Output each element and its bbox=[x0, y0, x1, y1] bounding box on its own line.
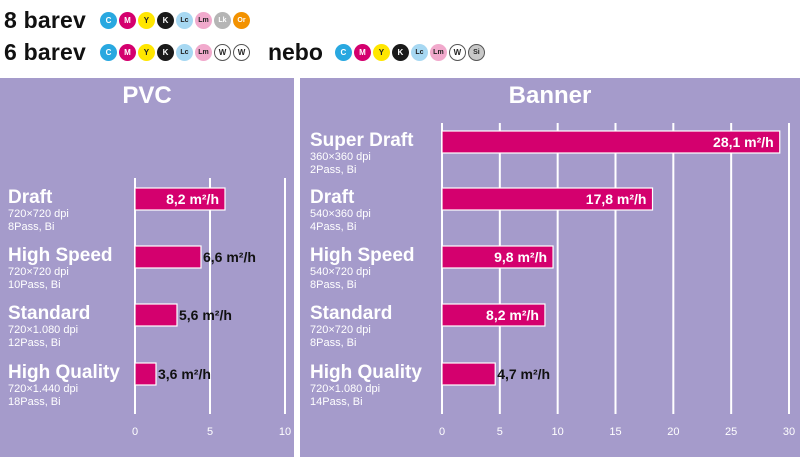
bar bbox=[441, 362, 496, 386]
mode-resolution: 360×360 dpi bbox=[310, 151, 371, 163]
x-tick-label: 5 bbox=[497, 426, 503, 438]
mode-resolution: 720×1.440 dpi bbox=[8, 383, 78, 395]
ink-dot-k: K bbox=[156, 43, 174, 61]
bar-value-label: 8,2 m²/h bbox=[166, 191, 219, 207]
x-tick-label: 15 bbox=[609, 426, 621, 438]
mode-name: Standard bbox=[310, 303, 392, 324]
mode-name: High Quality bbox=[310, 362, 422, 383]
ink-dot-w: W bbox=[232, 43, 250, 61]
ink-config-6: 6 barev C M Y K Lc Lm W W nebo C M Y K Lc Lm W Si bbox=[4, 36, 487, 68]
mode-resolution: 720×720 dpi bbox=[310, 324, 371, 336]
mode-resolution: 540×720 dpi bbox=[310, 266, 371, 278]
bar-value-label: 28,1 m²/h bbox=[713, 134, 774, 150]
pvc-chart-panel: PVC 0 5 10 8,2 m²/h Draft 720×720 dpi 8Pass, B… bbox=[0, 78, 294, 457]
x-tick-label: 10 bbox=[279, 426, 291, 438]
ink-dot-or: Or bbox=[232, 11, 250, 29]
mode-passes: 2Pass, Bi bbox=[310, 164, 356, 176]
x-tick-label: 20 bbox=[667, 426, 679, 438]
ink-alternative-separator: nebo bbox=[267, 38, 323, 65]
ink-dot-lm: Lm bbox=[194, 43, 212, 61]
bar-value-label: 4,7 m²/h bbox=[497, 366, 550, 382]
bar-value-label: 9,8 m²/h bbox=[494, 249, 547, 265]
bar-value-label: 6,6 m²/h bbox=[203, 249, 256, 265]
ink-config-8-label: 8 barev bbox=[4, 6, 86, 33]
bar bbox=[441, 303, 546, 327]
bar-value-label: 17,8 m²/h bbox=[586, 191, 647, 207]
mode-name: Standard bbox=[8, 303, 90, 324]
bar-value-label: 8,2 m²/h bbox=[486, 307, 539, 323]
ink-dot-lc: Lc bbox=[175, 11, 193, 29]
x-tick-label: 0 bbox=[132, 426, 138, 438]
mode-name: High Speed bbox=[310, 245, 415, 266]
ink-dot-lm: Lm bbox=[429, 43, 447, 61]
ink-dot-lc: Lc bbox=[410, 43, 428, 61]
x-tick-label: 25 bbox=[725, 426, 737, 438]
ink-config-8: 8 barev C M Y K Lc Lm Lk Or bbox=[4, 4, 252, 36]
ink-config-6-label: 6 barev bbox=[4, 38, 86, 65]
ink-dot-c: C bbox=[334, 43, 352, 61]
bar-value-label: 3,6 m²/h bbox=[158, 366, 211, 382]
mode-passes: 4Pass, Bi bbox=[310, 221, 356, 233]
ink-dot-c: C bbox=[99, 11, 117, 29]
ink-dot-lc: Lc bbox=[175, 43, 193, 61]
ink-dot-y: Y bbox=[137, 43, 155, 61]
mode-resolution: 720×1.080 dpi bbox=[8, 324, 78, 336]
ink-dot-y: Y bbox=[137, 11, 155, 29]
x-tick-label: 0 bbox=[439, 426, 445, 438]
ink-dot-k: K bbox=[391, 43, 409, 61]
mode-passes: 14Pass, Bi bbox=[310, 396, 363, 408]
pvc-chart-title: PVC bbox=[122, 82, 172, 109]
ink-dots-6: C M Y K Lc Lm W W bbox=[99, 43, 252, 61]
mode-passes: 10Pass, Bi bbox=[8, 279, 61, 291]
mode-name: Draft bbox=[8, 187, 53, 208]
mode-name: High Quality bbox=[8, 362, 120, 383]
ink-dot-k: K bbox=[156, 11, 174, 29]
banner-chart: 0 5 10 15 20 25 30 28,1 m²/h Super Draft360×360 … bbox=[310, 123, 795, 438]
bar bbox=[441, 130, 781, 154]
mode-name: Super Draft bbox=[310, 130, 414, 151]
bar bbox=[134, 303, 178, 327]
ink-dot-m: M bbox=[118, 11, 136, 29]
mode-resolution: 720×720 dpi bbox=[8, 266, 69, 278]
bar bbox=[441, 187, 654, 211]
ink-dot-w: W bbox=[448, 43, 466, 61]
ink-dots-6-alt: C M Y K Lc Lm W Si bbox=[334, 43, 487, 61]
mode-name: Draft bbox=[310, 187, 355, 208]
x-tick-label: 5 bbox=[207, 426, 213, 438]
ink-dot-m: M bbox=[118, 43, 136, 61]
x-tick-label: 10 bbox=[552, 426, 564, 438]
bar bbox=[134, 187, 226, 211]
mode-passes: 12Pass, Bi bbox=[8, 337, 61, 349]
ink-dot-m: M bbox=[353, 43, 371, 61]
banner-chart-panel: Banner 0 5 10 15 20 25 30 28,1 m²/h Super Draft 3… bbox=[300, 78, 800, 457]
bar bbox=[134, 362, 157, 386]
mode-passes: 18Pass, Bi bbox=[8, 396, 61, 408]
ink-dot-lm: Lm bbox=[194, 11, 212, 29]
bar bbox=[441, 245, 554, 269]
mode-passes: 8Pass, Bi bbox=[310, 337, 356, 349]
mode-passes: 8Pass, Bi bbox=[8, 221, 54, 233]
ink-dot-w: W bbox=[213, 43, 231, 61]
mode-resolution: 720×1.080 dpi bbox=[310, 383, 380, 395]
ink-dot-y: Y bbox=[372, 43, 390, 61]
bar bbox=[134, 245, 202, 269]
mode-resolution: 540×360 dpi bbox=[310, 208, 371, 220]
ink-dot-lk: Lk bbox=[213, 11, 231, 29]
ink-dot-c: C bbox=[99, 43, 117, 61]
ink-dot-si: Si bbox=[467, 43, 485, 61]
bar-value-label: 5,6 m²/h bbox=[179, 307, 232, 323]
x-tick-label: 30 bbox=[783, 426, 795, 438]
banner-chart-title: Banner bbox=[508, 82, 592, 109]
mode-resolution: 720×720 dpi bbox=[8, 208, 69, 220]
ink-dots-8: C M Y K Lc Lm Lk Or bbox=[99, 11, 252, 29]
mode-name: High Speed bbox=[8, 245, 113, 266]
mode-passes: 8Pass, Bi bbox=[310, 279, 356, 291]
